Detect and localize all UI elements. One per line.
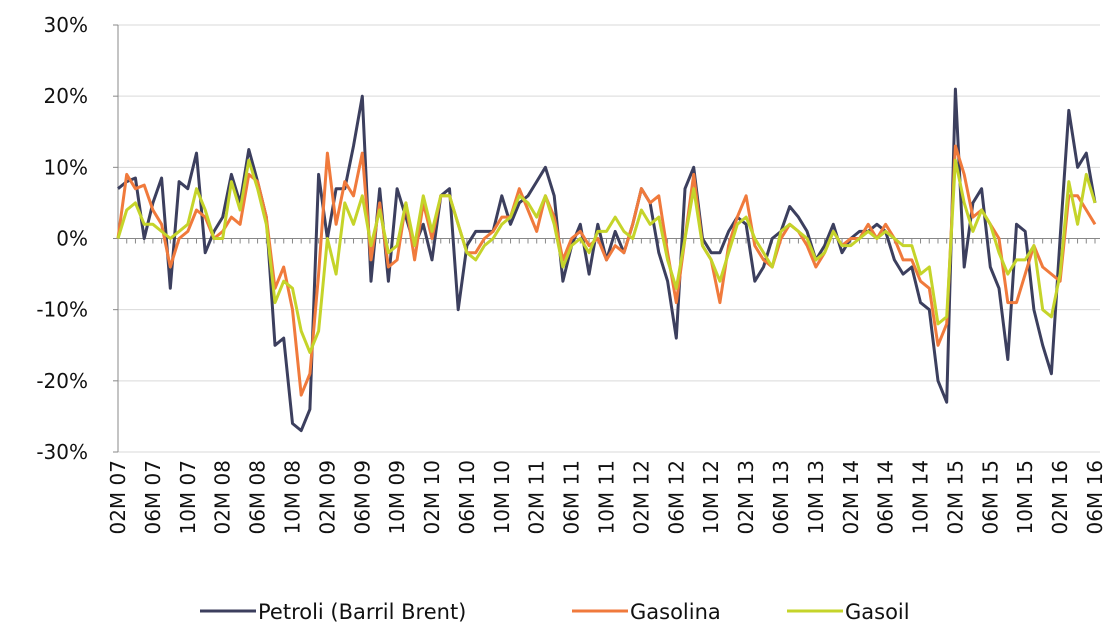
x-tick-label: 02M 09 (315, 460, 339, 535)
y-tick-label: -20% (36, 369, 88, 393)
x-tick-label: 10M 12 (699, 460, 723, 535)
x-tick-label: 06M 13 (769, 460, 793, 535)
x-tick-label: 10M 08 (280, 460, 304, 535)
x-tick-label: 02M 14 (839, 460, 863, 535)
y-tick-label: -30% (36, 440, 88, 464)
x-tick-label: 06M 16 (1083, 460, 1104, 535)
x-tick-label: 06M 14 (874, 460, 898, 535)
legend-label: Gasoil (845, 600, 910, 624)
legend-label: Gasolina (630, 600, 721, 624)
y-tick-label: 0% (56, 227, 88, 251)
x-tick-label: 10M 10 (490, 460, 514, 535)
x-tick-label: 10M 14 (909, 460, 933, 535)
series-line (116, 158, 1097, 354)
x-tick-label: 10M 13 (804, 460, 828, 535)
legend-label: Petroli (Barril Brent) (258, 600, 466, 624)
y-tick-label: 10% (44, 155, 88, 179)
x-tick-label: 02M 10 (420, 460, 444, 535)
x-tick-label: 02M 15 (943, 460, 967, 535)
x-tick-label: 02M 07 (106, 460, 130, 535)
y-tick-label: 30% (44, 13, 88, 37)
x-tick-label: 02M 13 (734, 460, 758, 535)
x-tick-label: 02M 08 (211, 460, 235, 535)
x-tick-label: 02M 11 (525, 460, 549, 535)
x-tick-label: 10M 15 (1013, 460, 1037, 535)
x-tick-label: 10M 07 (176, 460, 200, 535)
x-tick-label: 06M 11 (560, 460, 584, 535)
x-tick-label: 06M 07 (141, 460, 165, 535)
x-tick-label: 06M 15 (978, 460, 1002, 535)
series-line (116, 144, 1097, 397)
x-tick-label: 10M 11 (595, 460, 619, 535)
x-tick-label: 06M 08 (246, 460, 270, 535)
x-tick-label: 10M 09 (385, 460, 409, 535)
x-tick-label: 02M 16 (1048, 460, 1072, 535)
x-tick-label: 06M 12 (664, 460, 688, 535)
x-tick-label: 02M 12 (629, 460, 653, 535)
x-tick-label: 06M 09 (350, 460, 374, 535)
y-tick-label: 20% (44, 84, 88, 108)
x-tick-label: 06M 10 (455, 460, 479, 535)
y-tick-label: -10% (36, 298, 88, 322)
